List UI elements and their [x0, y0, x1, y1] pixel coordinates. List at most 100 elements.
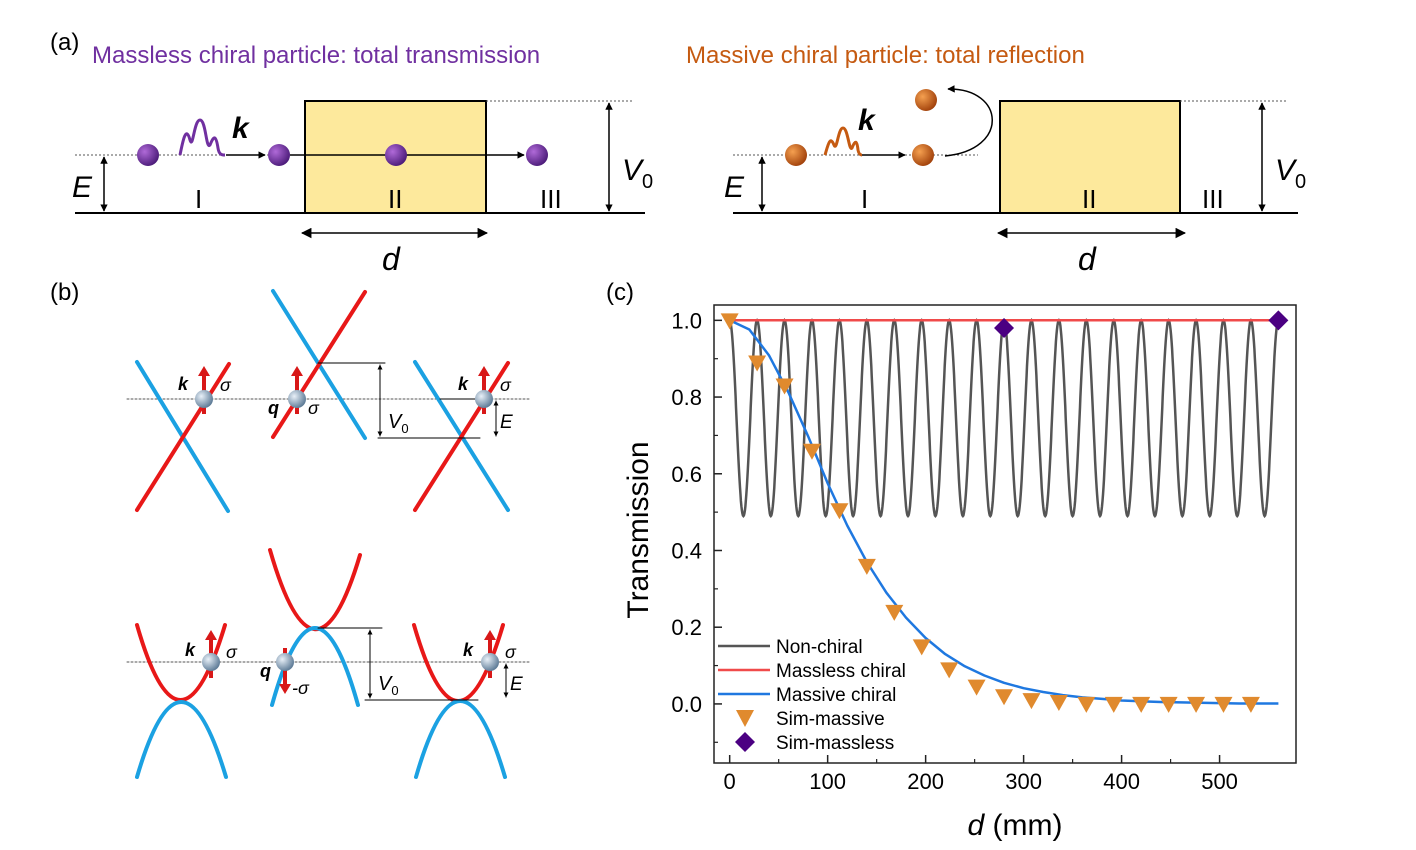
plot-series: [720, 310, 1289, 713]
particle-icon: [785, 144, 807, 166]
massless-cone-left: [135, 360, 231, 513]
plot-frame: [713, 304, 1297, 764]
particle-icon: [268, 144, 290, 166]
massive-diagram: E I II III V0 d k: [724, 85, 1306, 277]
region-2-label: II: [1082, 184, 1096, 214]
region-1-label: I: [861, 184, 868, 214]
sim-massive-point: [1187, 696, 1206, 713]
barrier-height-label: V0: [622, 154, 653, 193]
wave-packet-icon: [823, 126, 863, 157]
panel-b-label: (b): [50, 279, 79, 306]
sigma-label: σ: [220, 375, 232, 395]
spin-particle: [475, 366, 493, 414]
panel-b: (b): [50, 279, 531, 779]
sim-massless-point: [994, 318, 1015, 339]
legend-swatch: [736, 710, 754, 727]
sim-massive-point: [1132, 696, 1151, 713]
q-label: q: [268, 398, 279, 418]
sim-massive-point: [885, 604, 904, 621]
sim-massless-point: [1268, 310, 1289, 331]
spin-particle-down: [276, 648, 294, 694]
massless-cone-right: [413, 360, 510, 512]
spin-particle: [202, 630, 220, 678]
e-label-top: E: [500, 412, 513, 433]
x-tick-label: 0: [724, 769, 736, 794]
series-non-chiral: [728, 317, 1280, 519]
legend-label: Non-chiral: [776, 637, 863, 658]
sim-massive-point: [1049, 695, 1068, 712]
particle-icon: [915, 89, 937, 111]
panel-a: (a) Massless chiral particle: total tran…: [50, 29, 1306, 277]
legend-label: Massless chiral: [776, 661, 906, 682]
spin-particle: [195, 366, 213, 414]
massless-cone-middle: [271, 289, 367, 440]
legend-swatch: [735, 732, 755, 752]
reflection-arrow: [944, 85, 993, 157]
legend-label: Sim-massive: [776, 709, 885, 730]
barrier-box: [999, 100, 1181, 214]
x-tick-label: 200: [907, 769, 944, 794]
sim-massive-point: [940, 662, 959, 679]
sim-massive-point: [1159, 696, 1178, 713]
k-label: k: [463, 640, 474, 660]
region-2-label: II: [388, 184, 402, 214]
k-label: k: [185, 640, 196, 660]
sim-massive-point: [1214, 696, 1233, 713]
v0-label-bottom: V0: [378, 673, 399, 698]
width-label: d: [1078, 241, 1097, 277]
legend-label: Sim-massless: [776, 733, 894, 754]
sim-massive-point: [912, 639, 931, 656]
sim-massive-point: [830, 503, 849, 520]
y-tick-label: 0.2: [671, 615, 702, 640]
energy-label: E: [724, 171, 745, 204]
spin-particle: [481, 630, 499, 678]
y-tick-label: 0.8: [671, 385, 702, 410]
sim-massive-point: [967, 679, 986, 696]
x-tick-label: 400: [1103, 769, 1140, 794]
momentum-label: k: [858, 104, 876, 137]
sim-massive-point: [1104, 696, 1123, 713]
x-tick-label: 300: [1005, 769, 1042, 794]
legend-label: Massive chiral: [776, 685, 896, 706]
panel-a-label: (a): [50, 29, 79, 56]
k-label: k: [178, 374, 189, 394]
massive-title: Massive chiral particle: total reflectio…: [686, 42, 1085, 69]
particle-icon: [912, 144, 934, 166]
x-tick-label: 100: [809, 769, 846, 794]
y-tick-label: 1.0: [671, 308, 702, 333]
sigma-label: σ: [226, 642, 238, 662]
y-tick-label: 0.4: [671, 538, 702, 563]
particle-icon: [385, 144, 407, 166]
y-tick-label: 0.0: [671, 692, 702, 717]
region-3-label: III: [540, 184, 562, 214]
axis-ticks: 0 100 200 300 400 500 0.0 0.2 0.4 0.6 0.8 1.0: [671, 308, 1238, 794]
sim-massive-point: [775, 378, 794, 395]
sim-massive-point: [1022, 693, 1041, 710]
sim-massive-point: [720, 313, 739, 330]
energy-label: E: [72, 171, 93, 204]
massless-diagram: E I II III V0 d k: [72, 100, 653, 277]
region-1-label: I: [195, 184, 202, 214]
panel-c: (c) 0 100 200 300 400 500 0.0 0.2 0.4 0.6 0.8 1.0 T…: [606, 279, 1297, 842]
e-label-bottom: E: [510, 674, 523, 695]
sim-massive-point: [995, 689, 1014, 706]
q-label: q: [260, 661, 271, 681]
spin-particle: [288, 366, 306, 414]
x-tick-label: 500: [1201, 769, 1238, 794]
particle-icon: [137, 144, 159, 166]
massive-band-middle: [268, 548, 362, 707]
massless-title: Massless chiral particle: total transmis…: [92, 42, 540, 69]
v0-label-top: V0: [388, 411, 409, 436]
sim-massive-point: [748, 355, 767, 372]
momentum-label: k: [232, 112, 250, 145]
region-3-label: III: [1202, 184, 1224, 214]
sim-massive-point: [802, 443, 821, 460]
particle-icon: [526, 144, 548, 166]
sim-massive-point: [857, 558, 876, 575]
v0-bracket-bottom: [317, 627, 509, 701]
barrier-height-label: V0: [1275, 154, 1306, 193]
series-massive-chiral: [729, 319, 1279, 705]
sigma-label: σ: [500, 375, 512, 395]
x-axis-label: d (mm): [968, 809, 1063, 842]
